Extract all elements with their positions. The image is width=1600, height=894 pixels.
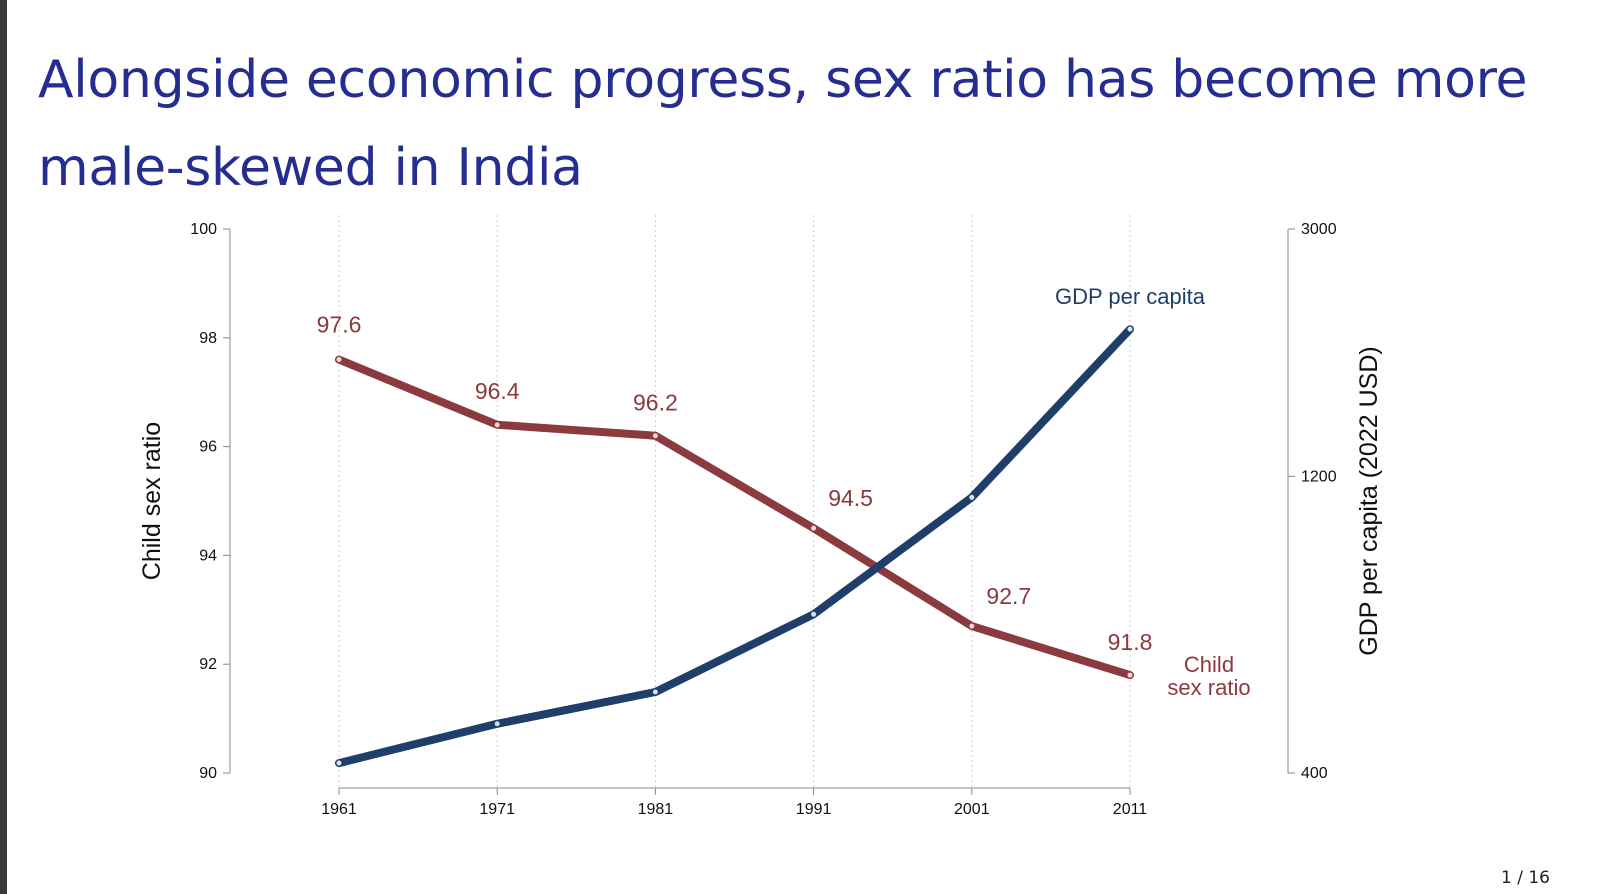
series-label-child-sex-ratio-line-2: sex ratio — [1167, 675, 1250, 700]
x-tick-label: 1991 — [796, 801, 832, 818]
gdp-point-1961 — [335, 759, 343, 767]
series-label-gdp-per-capita: GDP per capita — [1055, 284, 1206, 309]
x-tick-label: 1961 — [321, 801, 357, 818]
page-number: 1 / 16 — [1501, 868, 1550, 888]
y-left-axis-label: Child sex ratio — [138, 422, 166, 580]
y-left-tick-label: 94 — [199, 547, 217, 564]
y-left-tick-label: 90 — [199, 765, 217, 782]
label-layer: 97.6 96.4 96.2 94.5 92.7 91.8 GDP per capita Ch… — [317, 284, 1251, 700]
x-tick-label: 2011 — [1113, 801, 1148, 818]
gdp-point-1971 — [493, 720, 501, 728]
y-left-tick-label: 96 — [199, 439, 217, 456]
sex-ratio-point-2001 — [968, 622, 976, 630]
gdp-point-1981 — [651, 688, 659, 696]
series-layer — [335, 325, 1134, 768]
data-label-1961: 97.6 — [317, 312, 362, 338]
gdp-point-1991 — [810, 610, 818, 618]
x-tick-label: 1971 — [479, 801, 515, 818]
y-right-tick-label: 3000 — [1301, 221, 1337, 238]
data-label-2011: 91.8 — [1108, 629, 1153, 655]
data-label-1981: 96.2 — [633, 390, 678, 416]
x-tick-label: 1981 — [638, 801, 674, 818]
gdp-point-2011 — [1126, 325, 1134, 333]
y-right-tick-label: 1200 — [1301, 468, 1337, 485]
sex-ratio-point-2011 — [1126, 671, 1134, 679]
series-label-child-sex-ratio-line-1: Child — [1184, 652, 1234, 677]
y-right-axis-label: GDP per capita (2022 USD) — [1355, 346, 1383, 655]
left-edge-bar — [0, 0, 7, 894]
sex-ratio-point-1991 — [810, 524, 818, 532]
gdp-point-2001 — [968, 493, 976, 501]
y-right-tick-label: 400 — [1301, 765, 1328, 782]
x-tick-label: 2001 — [954, 801, 990, 818]
y-left-tick-label: 92 — [199, 656, 217, 673]
grid-layer — [338, 215, 1131, 788]
sex-ratio-point-1961 — [335, 356, 343, 364]
data-label-1971: 96.4 — [475, 378, 520, 404]
series-line-child-sex-ratio — [335, 355, 1134, 680]
sex-ratio-point-1971 — [493, 421, 501, 429]
data-label-2001: 92.7 — [986, 583, 1031, 609]
y-left-tick-label: 100 — [190, 221, 217, 238]
data-label-1991: 94.5 — [828, 485, 873, 511]
y-left-tick-label: 98 — [199, 330, 217, 347]
slide-title: Alongside economic progress, sex ratio h… — [38, 50, 1528, 198]
axis-layer: 100 98 96 94 92 90 Child sex ratio 3000 1200 400 G… — [138, 221, 1383, 818]
series-line-gdp-per-capita — [335, 325, 1134, 768]
sex-ratio-point-1981 — [651, 432, 659, 440]
